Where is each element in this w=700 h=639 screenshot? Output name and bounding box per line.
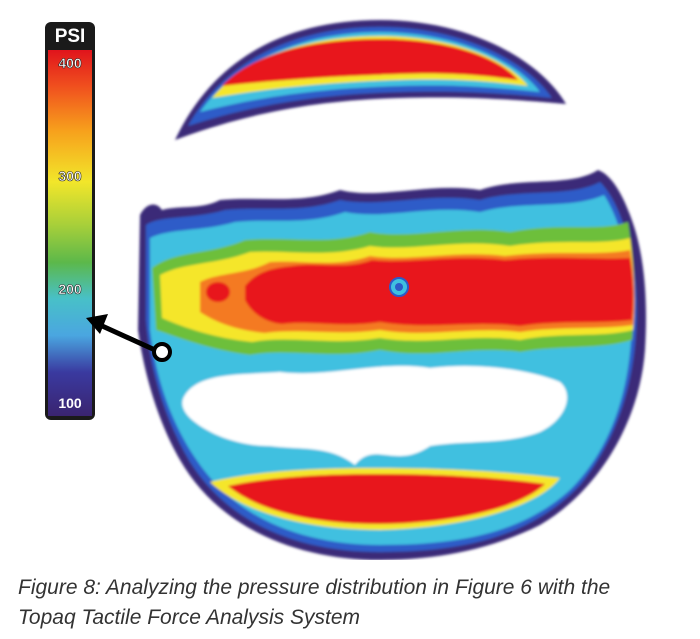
arrow-head bbox=[86, 314, 108, 334]
figure-caption-line-2: Topaq Tactile Force Analysis System bbox=[18, 606, 360, 629]
band-red-spot bbox=[206, 282, 230, 302]
color-scale: PSI 400 300 200 100 bbox=[45, 22, 95, 420]
center-marker-dot bbox=[395, 283, 403, 291]
bottom-cap-red bbox=[228, 474, 545, 524]
scale-gradient bbox=[48, 50, 92, 416]
main-disk bbox=[138, 170, 647, 560]
sample-point-ring bbox=[152, 342, 172, 362]
scale-tick-200: 200 bbox=[58, 281, 82, 297]
scale-tick-400: 400 bbox=[58, 55, 82, 71]
arrow-shaft bbox=[97, 322, 158, 353]
top-segment bbox=[175, 20, 566, 140]
scale-tick-300: 300 bbox=[58, 168, 82, 184]
arrow-pointer-icon bbox=[86, 314, 172, 362]
top-segment-red bbox=[222, 39, 518, 86]
band-red bbox=[245, 257, 634, 326]
center-marker bbox=[389, 277, 409, 297]
pressure-map-figure: PSI 400 300 200 100 bbox=[45, 20, 647, 560]
disk-hole bbox=[182, 365, 568, 465]
scale-unit-label: PSI bbox=[55, 26, 86, 47]
scale-tick-100: 100 bbox=[58, 395, 82, 411]
figure-caption-line-1: Figure 8: Analyzing the pressure distrib… bbox=[18, 576, 611, 599]
